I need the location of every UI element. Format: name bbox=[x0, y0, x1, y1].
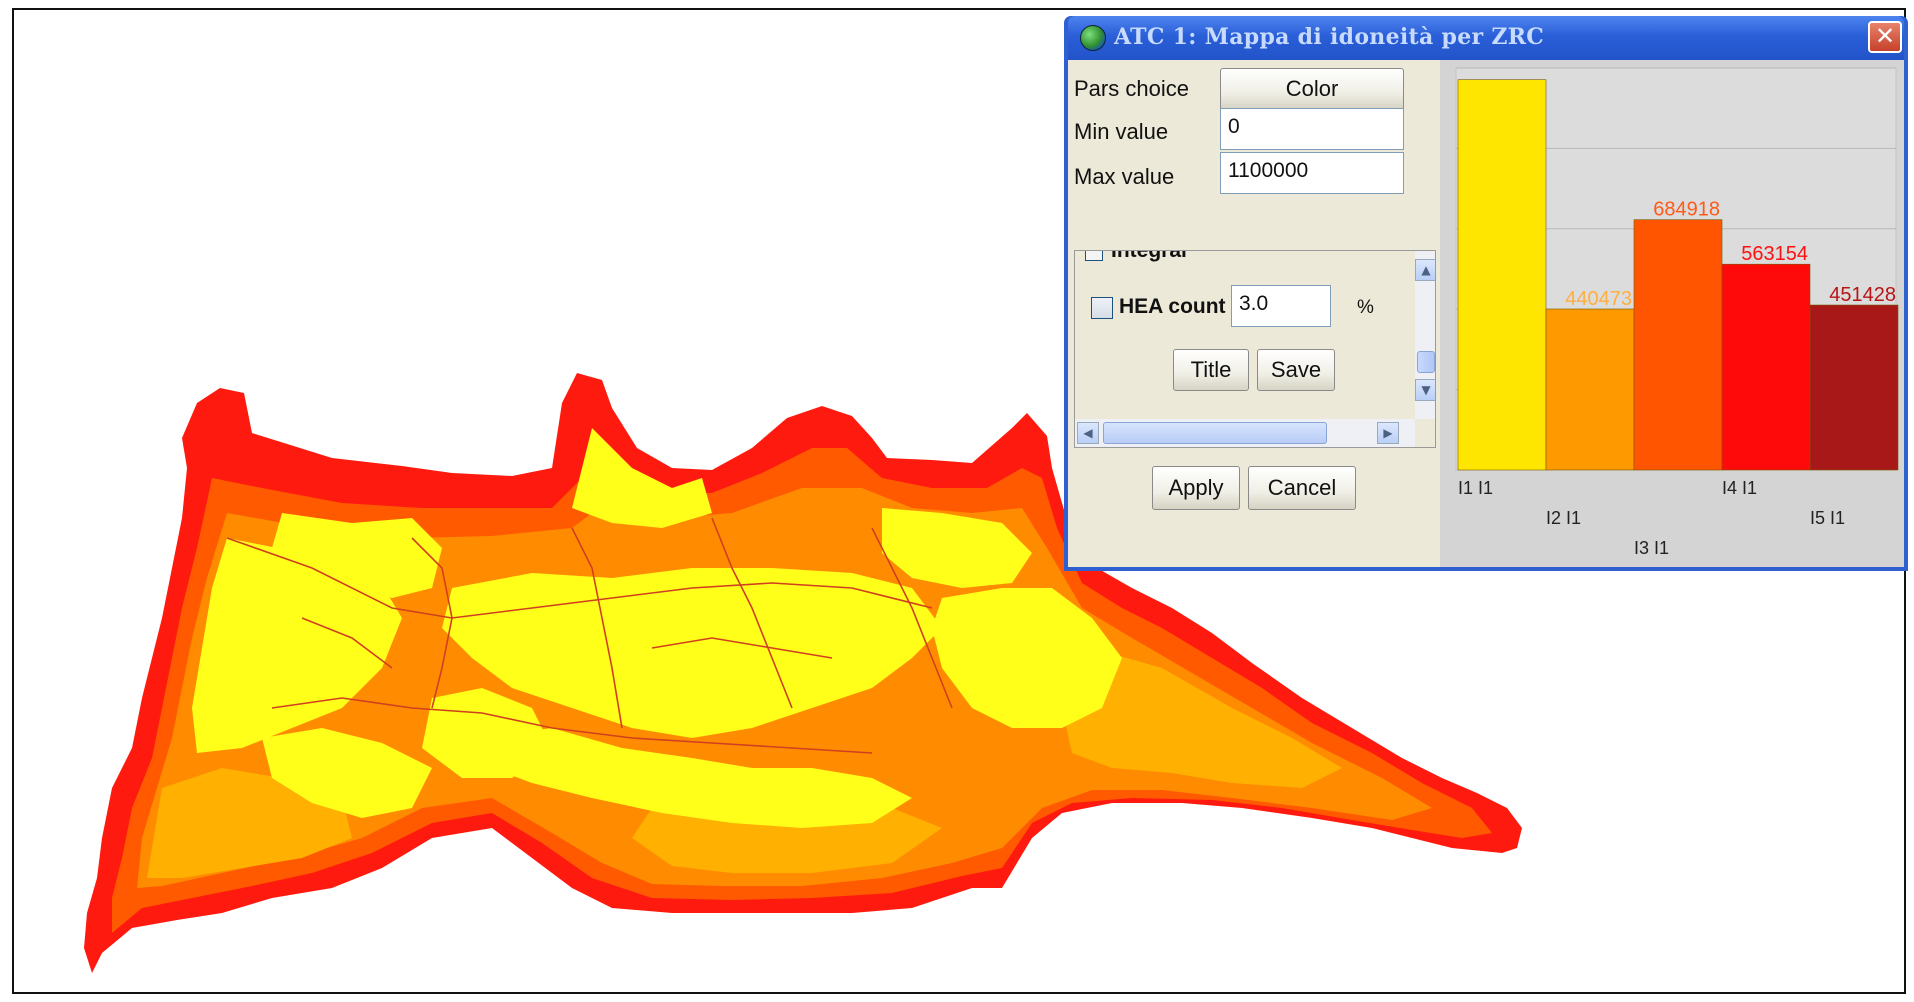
map-region-yellow-northwest bbox=[272, 513, 442, 598]
category-label-5: I5 I1 bbox=[1810, 508, 1845, 528]
title-button[interactable]: Title bbox=[1173, 349, 1249, 391]
map-region-yellow-center-south bbox=[482, 728, 912, 828]
map-region-yellow-east bbox=[932, 588, 1122, 728]
bar-value-label-5: 451428 bbox=[1829, 284, 1896, 306]
color-button[interactable]: Color bbox=[1220, 68, 1404, 110]
options-scroll-pane[interactable]: Integral HEA count 3.0 % Title Save ▲ ▼ … bbox=[1074, 250, 1436, 448]
window-title: ATC 1: Mappa di idoneità per ZRC bbox=[1114, 24, 1545, 50]
bar-value-label-2: 440473 bbox=[1565, 288, 1632, 310]
vertical-scrollbar[interactable]: ▲ ▼ bbox=[1415, 251, 1435, 419]
bar-4 bbox=[1721, 263, 1811, 471]
bar-chart: I1 I1 440473 I2 I1 684918 I3 I1 563154 I4 I1 45… bbox=[1455, 67, 1899, 558]
vertical-scroll-thumb[interactable] bbox=[1417, 351, 1435, 373]
max-value-label: Max value bbox=[1074, 164, 1175, 189]
suitability-map bbox=[84, 373, 1522, 973]
scroll-right-icon[interactable]: ▶ bbox=[1377, 422, 1399, 444]
integral-checkbox-label: Integral bbox=[1111, 250, 1187, 262]
percent-label: % bbox=[1357, 297, 1374, 318]
close-button[interactable]: ✕ bbox=[1868, 21, 1902, 53]
bar-value-label-4: 563154 bbox=[1741, 243, 1808, 265]
scroll-left-icon[interactable]: ◀ bbox=[1077, 422, 1099, 444]
cancel-button[interactable]: Cancel bbox=[1248, 466, 1356, 510]
hea-count-input[interactable]: 3.0 bbox=[1231, 285, 1331, 327]
apply-button[interactable]: Apply bbox=[1152, 466, 1240, 510]
horizontal-scroll-thumb[interactable] bbox=[1103, 422, 1327, 444]
save-button[interactable]: Save bbox=[1257, 349, 1335, 391]
dialog-body: Pars choice Color Min value 0 Max value … bbox=[1068, 60, 1904, 567]
hea-count-label: HEA count bbox=[1119, 295, 1226, 318]
bar-3 bbox=[1633, 219, 1723, 471]
pars-choice-label: Pars choice bbox=[1074, 76, 1189, 101]
category-label-3: I3 I1 bbox=[1634, 538, 1669, 558]
bar-1 bbox=[1457, 79, 1547, 471]
app-globe-icon bbox=[1080, 25, 1106, 51]
map-region-yellow-north bbox=[572, 428, 712, 528]
max-value-input[interactable]: 1100000 bbox=[1220, 152, 1404, 194]
map-region-light-orange-east bbox=[1062, 648, 1342, 788]
scroll-down-icon[interactable]: ▼ bbox=[1415, 379, 1435, 401]
horizontal-scrollbar[interactable]: ◀ ▶ bbox=[1075, 419, 1415, 447]
chart-panel: I1 I1 440473 I2 I1 684918 I3 I1 563154 I4 I1 45… bbox=[1440, 60, 1904, 567]
bar-2 bbox=[1545, 308, 1635, 471]
category-label-1: I1 I1 bbox=[1458, 478, 1493, 498]
min-value-label: Min value bbox=[1074, 119, 1169, 144]
map-region-yellow-center bbox=[442, 568, 942, 738]
hea-count-checkbox[interactable] bbox=[1091, 297, 1113, 319]
map-region-yellow-northeast bbox=[882, 508, 1032, 588]
integral-checkbox[interactable] bbox=[1085, 251, 1103, 261]
bar-value-label-3: 684918 bbox=[1653, 199, 1720, 221]
category-label-4: I4 I1 bbox=[1722, 478, 1757, 498]
title-bar[interactable]: ATC 1: Mappa di idoneità per ZRC ✕ bbox=[1068, 16, 1904, 60]
min-value-input[interactable]: 0 bbox=[1220, 108, 1404, 150]
suitability-dialog: ATC 1: Mappa di idoneità per ZRC ✕ Pars … bbox=[1064, 16, 1908, 571]
zone-boundaries bbox=[226, 517, 953, 754]
bar-5 bbox=[1809, 304, 1899, 471]
category-label-2: I2 I1 bbox=[1546, 508, 1581, 528]
scroll-up-icon[interactable]: ▲ bbox=[1415, 259, 1435, 281]
map-region-yellow-southwest bbox=[262, 728, 432, 818]
